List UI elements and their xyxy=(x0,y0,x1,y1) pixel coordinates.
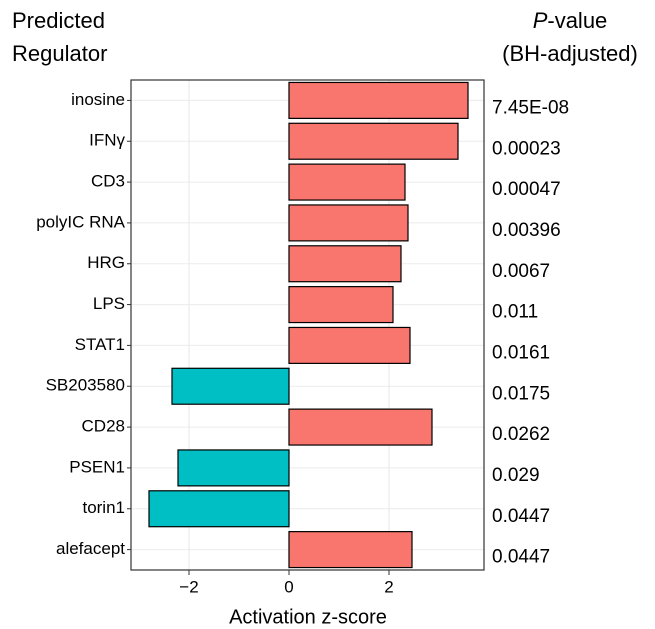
bar xyxy=(288,408,433,446)
y-title-line: Regulator xyxy=(12,41,107,66)
p-title: P-value xyxy=(533,8,608,33)
y-tick-label: CD3 xyxy=(91,172,125,191)
p-value-label: 0.0447 xyxy=(492,547,550,568)
y-tick-label: torin1 xyxy=(82,498,125,517)
bar xyxy=(288,531,413,569)
y-tick-label: inosine xyxy=(71,90,125,109)
y-tick-label: CD28 xyxy=(82,417,125,436)
bar xyxy=(171,367,290,405)
bar xyxy=(288,122,459,160)
x-axis-title: Activation z-score xyxy=(229,606,387,628)
bar xyxy=(148,490,290,528)
p-value-label: 0.00396 xyxy=(492,220,561,241)
p-value-label: 0.0447 xyxy=(492,506,550,527)
y-tick-label: PSEN1 xyxy=(69,457,125,476)
bar xyxy=(288,163,406,201)
y-tick-label: IFNγ xyxy=(89,131,125,150)
p-value-label: 0.0161 xyxy=(492,342,550,363)
y-tick-label: polyIC RNA xyxy=(36,212,125,231)
y-tick-label: LPS xyxy=(93,294,125,313)
bar xyxy=(288,245,402,283)
bar xyxy=(288,204,409,242)
y-tick-label: HRG xyxy=(87,253,125,272)
bar xyxy=(288,81,469,119)
plot-border xyxy=(130,79,485,571)
x-tick-label: −2 xyxy=(179,577,198,596)
y-tick-label: STAT1 xyxy=(75,335,125,354)
bar xyxy=(177,449,290,487)
p-value-label: 0.0067 xyxy=(492,261,550,282)
p-value-label: 0.011 xyxy=(492,302,538,323)
y-title-line: Predicted xyxy=(12,8,105,33)
p-title-italic: P xyxy=(533,8,548,33)
y-tick-label: SB203580 xyxy=(46,376,125,395)
p-value-label: 0.0262 xyxy=(492,424,550,445)
bar xyxy=(288,326,411,364)
bar xyxy=(288,286,394,324)
p-value-label: 0.00047 xyxy=(492,179,561,200)
x-tick-label: 0 xyxy=(284,577,293,596)
p-value-label: 0.0175 xyxy=(492,383,550,404)
p-value-label: 7.45E-08 xyxy=(492,97,569,118)
p-title-line: (BH-adjusted) xyxy=(502,41,638,66)
p-value-label: 0.00023 xyxy=(492,138,561,159)
p-value-label: 0.029 xyxy=(492,465,540,486)
x-tick-label: 2 xyxy=(384,577,393,596)
p-title-rest: -value xyxy=(547,8,607,33)
y-tick-label: alefacept xyxy=(56,539,125,558)
